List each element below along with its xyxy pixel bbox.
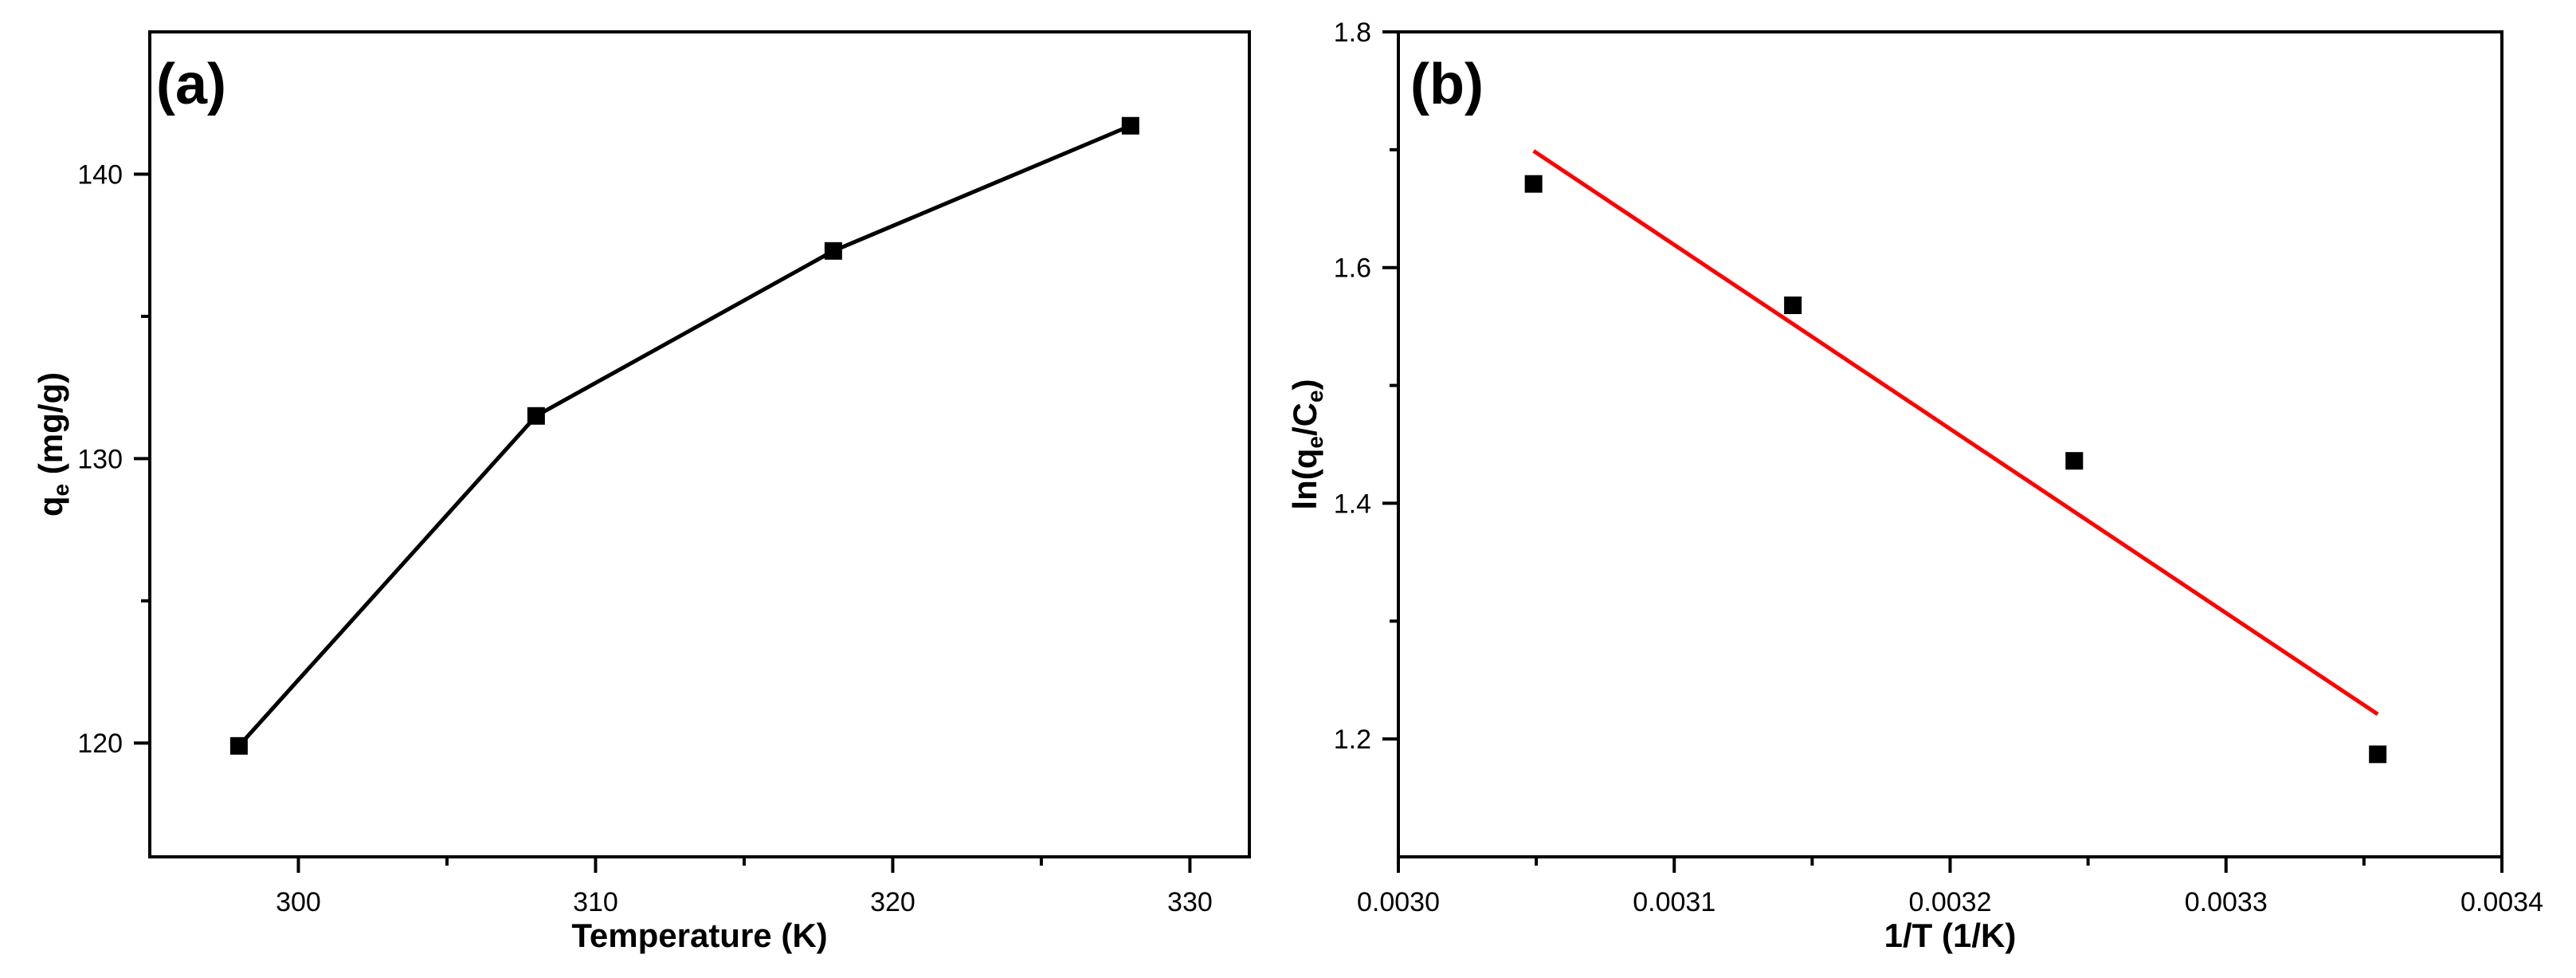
data-point <box>2065 452 2084 470</box>
x-tick-label: 310 <box>573 887 618 917</box>
series-line <box>237 124 1131 748</box>
y-tick-label: 120 <box>77 729 123 759</box>
panel-b-chart: 0.0030 0.0031 0.0032 0.0033 0.0034 1.2 1.4 1.6 1… <box>1286 18 2543 954</box>
x-tick-label: 300 <box>276 887 321 917</box>
data-point <box>1784 297 1802 315</box>
y-tick-label: 140 <box>77 159 123 190</box>
data-point <box>229 736 248 755</box>
panel-label: (b) <box>1410 53 1484 116</box>
x-tick-label: 0.0033 <box>2185 887 2268 917</box>
plot-frame <box>1397 30 2503 858</box>
plot-frame <box>148 30 1251 858</box>
panel-label: (a) <box>156 53 226 116</box>
y-tick-label: 1.6 <box>1334 253 1371 284</box>
y-tick-label: 1.8 <box>1334 18 1371 48</box>
x-tick-label: 320 <box>870 887 916 917</box>
x-axis-title: 1/T (1/K) <box>1884 917 2017 954</box>
y-axis-title: qe (mg/g) <box>32 372 73 516</box>
x-tick-label: 0.0031 <box>1633 887 1715 917</box>
y-axis-title: ln(qe/Ce) <box>1286 379 1327 509</box>
x-axis-title: Temperature (K) <box>571 917 827 954</box>
y-tick-label: 1.2 <box>1334 725 1371 755</box>
x-tick-label: 0.0034 <box>2460 887 2543 917</box>
data-point <box>527 407 545 425</box>
y-tick-label: 130 <box>77 444 123 474</box>
x-tick-label: 0.0030 <box>1357 887 1440 917</box>
data-point <box>1121 116 1139 135</box>
data-point <box>2369 745 2387 764</box>
y-tick-label: 1.4 <box>1334 489 1371 519</box>
panel-a-chart: 300 310 320 330 120 130 140 Temperature (K) qe (… <box>32 30 1251 954</box>
x-tick-label: 0.0032 <box>1909 887 1992 917</box>
x-tick-label: 330 <box>1167 887 1213 917</box>
fit-line <box>1532 149 2379 717</box>
data-point <box>824 242 842 260</box>
data-point <box>1524 175 1543 193</box>
